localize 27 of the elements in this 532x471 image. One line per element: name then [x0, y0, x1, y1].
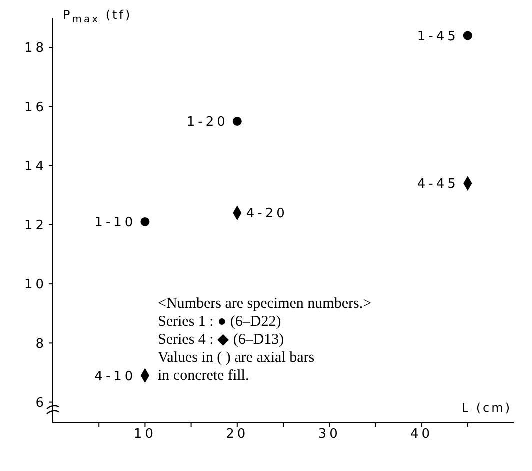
annotation: Series 4 : ◆ (6–D13) [158, 331, 286, 349]
y-tick-label: 16 [24, 100, 47, 116]
x-tick-label: 20 [226, 427, 249, 442]
point [140, 217, 150, 226]
y-tick-label: 8 [36, 336, 47, 352]
y-tick-label: 14 [24, 159, 47, 174]
point [463, 31, 472, 40]
annotation: <Numbers are specimen numbers.> [158, 295, 372, 313]
y-axis-title: P$_{max}$ (tf) [63, 8, 132, 26]
annotation: Values in ( ) are axial bars [158, 349, 316, 367]
y-tick-label: 10 [24, 278, 47, 293]
annotation: 1-45 [417, 29, 459, 44]
y-tick-label: 18 [24, 41, 47, 56]
y-tick-label: 6 [36, 396, 47, 411]
annotation: 4-20 [246, 206, 288, 222]
x-tick-label: 10 [134, 427, 156, 442]
annotation: 1-20 [186, 115, 228, 130]
y-tick-label: 12 [24, 218, 47, 234]
x-tick-label: 30 [318, 427, 341, 442]
x-axis-title: L (cm) [462, 401, 512, 415]
annotation: 4-10 [94, 369, 136, 384]
annotation: 1-10 [94, 216, 136, 231]
point [232, 116, 242, 126]
annotation: Series 1 : ● (6–D22) [158, 313, 282, 331]
annotation: in concrete fill. [158, 367, 250, 385]
annotation: 4-45 [417, 177, 459, 192]
x-tick-label: 40 [410, 427, 434, 442]
